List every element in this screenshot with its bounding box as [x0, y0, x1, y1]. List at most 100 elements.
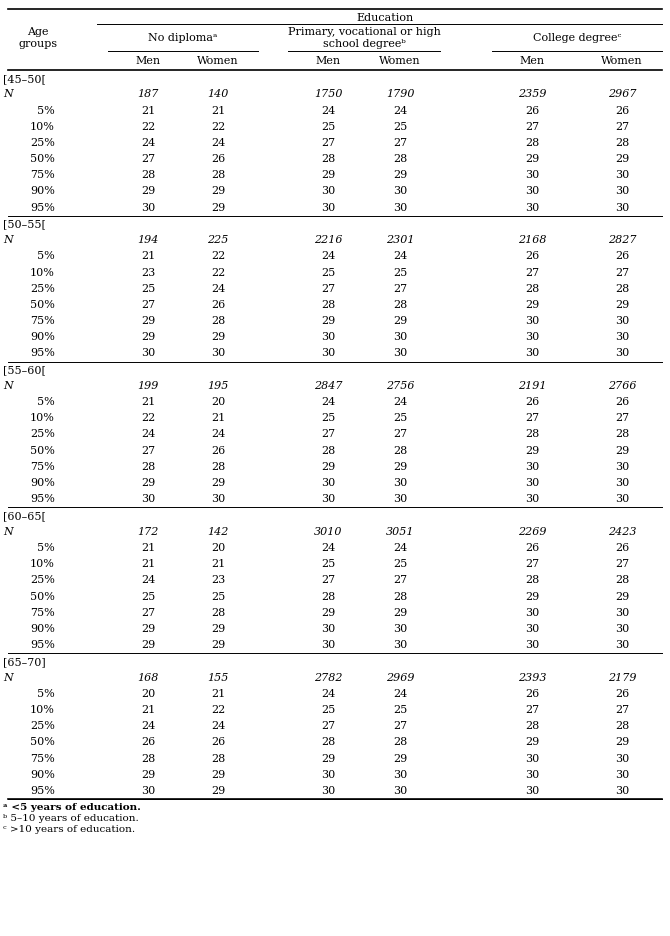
Text: 21: 21 [211, 689, 225, 698]
Text: 28: 28 [393, 446, 407, 456]
Text: 27: 27 [525, 705, 539, 715]
Text: 30: 30 [525, 494, 539, 505]
Text: College degreeᶜ: College degreeᶜ [533, 33, 621, 43]
Text: 28: 28 [321, 738, 335, 747]
Text: 30: 30 [525, 461, 539, 472]
Text: 29: 29 [393, 170, 407, 181]
Text: 23: 23 [141, 268, 155, 277]
Text: 50%: 50% [30, 738, 55, 747]
Text: 30: 30 [615, 332, 629, 343]
Text: 24: 24 [211, 284, 225, 294]
Text: 28: 28 [393, 592, 407, 602]
Text: 28: 28 [525, 721, 539, 731]
Text: 21: 21 [141, 543, 155, 553]
Text: 29: 29 [211, 478, 225, 488]
Text: 29: 29 [393, 607, 407, 618]
Text: 23: 23 [211, 576, 225, 585]
Text: 3010: 3010 [314, 527, 342, 536]
Text: 30: 30 [615, 640, 629, 651]
Text: 28: 28 [525, 576, 539, 585]
Text: 24: 24 [211, 430, 225, 440]
Text: 225: 225 [207, 235, 228, 245]
Text: 29: 29 [525, 300, 539, 310]
Text: 29: 29 [141, 624, 155, 634]
Text: 29: 29 [141, 640, 155, 651]
Text: 29: 29 [393, 316, 407, 326]
Text: 28: 28 [393, 738, 407, 747]
Text: 29: 29 [615, 300, 629, 310]
Text: 29: 29 [141, 316, 155, 326]
Text: 140: 140 [207, 89, 228, 99]
Text: [50–55[: [50–55[ [3, 220, 46, 229]
Text: 10%: 10% [30, 559, 55, 569]
Text: 25: 25 [393, 705, 407, 715]
Text: 29: 29 [141, 769, 155, 780]
Text: 5%: 5% [38, 106, 55, 115]
Text: 26: 26 [615, 543, 629, 553]
Text: 22: 22 [211, 251, 225, 261]
Text: 30: 30 [321, 624, 335, 634]
Text: 30: 30 [321, 494, 335, 505]
Text: 20: 20 [211, 397, 225, 407]
Text: 10%: 10% [30, 705, 55, 715]
Text: 75%: 75% [30, 607, 55, 618]
Text: 26: 26 [615, 689, 629, 698]
Text: 29: 29 [525, 592, 539, 602]
Text: 29: 29 [321, 753, 335, 764]
Text: 50%: 50% [30, 154, 55, 164]
Text: 30: 30 [321, 348, 335, 358]
Text: 21: 21 [141, 705, 155, 715]
Text: 30: 30 [525, 203, 539, 212]
Text: 24: 24 [321, 689, 335, 698]
Text: 25: 25 [393, 414, 407, 423]
Text: 30: 30 [615, 607, 629, 618]
Text: 21: 21 [141, 251, 155, 261]
Text: 30: 30 [141, 494, 155, 505]
Text: 2782: 2782 [314, 672, 342, 682]
Text: 29: 29 [321, 170, 335, 181]
Text: 90%: 90% [30, 478, 55, 488]
Text: 29: 29 [525, 738, 539, 747]
Text: 29: 29 [321, 316, 335, 326]
Text: 25: 25 [321, 414, 335, 423]
Text: 24: 24 [321, 251, 335, 261]
Text: 25: 25 [393, 122, 407, 132]
Text: 28: 28 [211, 753, 225, 764]
Text: 25: 25 [321, 122, 335, 132]
Text: 21: 21 [211, 106, 225, 115]
Text: 30: 30 [525, 332, 539, 343]
Text: 75%: 75% [30, 753, 55, 764]
Text: 27: 27 [393, 138, 407, 148]
Text: 29: 29 [615, 446, 629, 456]
Text: 29: 29 [141, 186, 155, 197]
Text: 29: 29 [211, 203, 225, 212]
Text: 28: 28 [211, 170, 225, 181]
Text: 29: 29 [393, 461, 407, 472]
Text: 29: 29 [393, 753, 407, 764]
Text: 28: 28 [211, 461, 225, 472]
Text: 2301: 2301 [386, 235, 414, 245]
Text: 28: 28 [321, 446, 335, 456]
Text: Men: Men [135, 56, 161, 66]
Text: 28: 28 [211, 607, 225, 618]
Text: 2216: 2216 [314, 235, 342, 245]
Text: 27: 27 [615, 559, 629, 569]
Text: 27: 27 [321, 721, 335, 731]
Text: 95%: 95% [30, 203, 55, 212]
Text: 187: 187 [137, 89, 159, 99]
Text: 26: 26 [525, 397, 539, 407]
Text: 26: 26 [525, 543, 539, 553]
Text: 26: 26 [525, 251, 539, 261]
Text: 27: 27 [393, 430, 407, 440]
Text: 27: 27 [321, 284, 335, 294]
Text: 28: 28 [615, 138, 629, 148]
Text: 25: 25 [141, 284, 155, 294]
Text: 30: 30 [393, 203, 407, 212]
Text: 29: 29 [615, 738, 629, 747]
Text: Women: Women [379, 56, 421, 66]
Text: 30: 30 [141, 348, 155, 358]
Text: 27: 27 [525, 268, 539, 277]
Text: 194: 194 [137, 235, 159, 245]
Text: 26: 26 [211, 738, 225, 747]
Text: 30: 30 [321, 769, 335, 780]
